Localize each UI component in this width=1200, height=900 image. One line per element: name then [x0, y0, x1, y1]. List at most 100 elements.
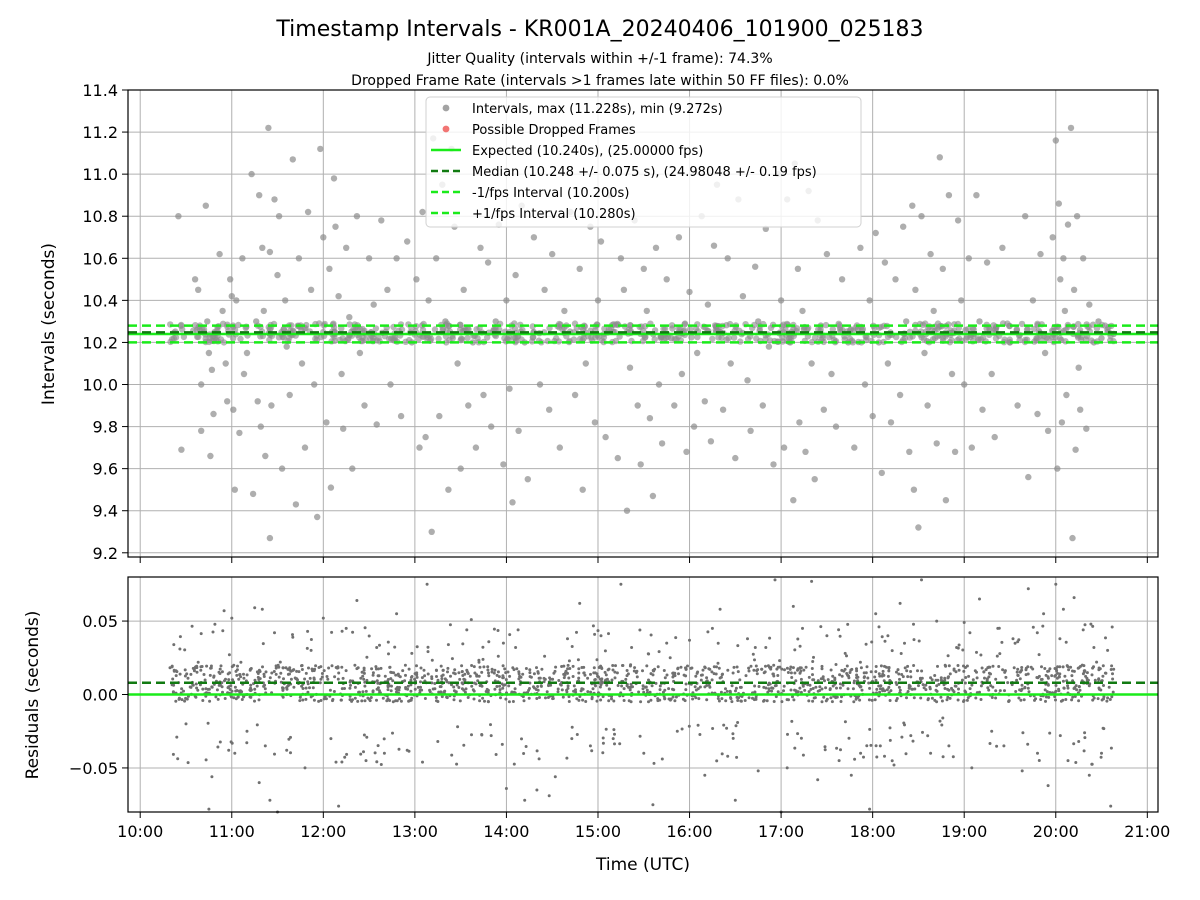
residuals-y-tick-label: −0.05	[69, 759, 118, 778]
interval-point	[671, 402, 678, 409]
interval-point	[262, 452, 269, 460]
residual-point	[898, 688, 902, 692]
interval-point	[1044, 427, 1052, 434]
residual-point	[937, 682, 941, 686]
interval-point	[777, 297, 785, 304]
residual-point	[906, 675, 910, 679]
interval-point	[634, 402, 641, 409]
residual-point	[485, 687, 489, 691]
interval-point	[230, 406, 237, 413]
interval-point	[600, 334, 608, 341]
residual-point	[425, 582, 429, 586]
residual-point	[699, 678, 703, 682]
interval-point	[216, 250, 223, 258]
residual-point	[793, 648, 797, 652]
residual-point	[1063, 674, 1067, 678]
residual-point	[1058, 672, 1062, 676]
residual-point	[1026, 587, 1030, 591]
residual-point	[1013, 641, 1017, 645]
interval-point	[304, 208, 312, 216]
residual-point	[577, 667, 581, 671]
residual-point	[388, 665, 392, 669]
residual-point	[1091, 624, 1095, 628]
residual-point	[406, 684, 410, 688]
interval-point	[739, 293, 747, 300]
interval-point	[878, 469, 885, 477]
residual-point	[974, 696, 978, 700]
interval-point	[718, 334, 725, 341]
interval-point	[1075, 364, 1082, 371]
residual-point	[257, 678, 261, 681]
residual-point	[1096, 697, 1100, 701]
interval-point	[191, 276, 199, 283]
residual-point	[391, 679, 395, 683]
x-tick-label: 11:00	[209, 822, 255, 841]
interval-point	[419, 208, 426, 216]
residual-point	[926, 734, 930, 738]
residual-point	[1037, 759, 1041, 762]
interval-point	[433, 255, 440, 262]
residual-point	[480, 684, 484, 688]
residual-point	[886, 674, 890, 678]
residual-point	[733, 798, 737, 802]
residual-point	[191, 666, 195, 670]
interval-point	[240, 370, 248, 378]
residual-point	[356, 699, 360, 703]
residual-point	[487, 674, 491, 678]
residual-point	[353, 696, 357, 700]
residual-point	[426, 645, 430, 649]
interval-point	[704, 301, 712, 308]
residual-point	[904, 752, 908, 756]
interval-point	[658, 440, 666, 447]
residual-point	[330, 630, 334, 634]
residual-point	[978, 597, 981, 601]
residual-point	[996, 626, 1000, 630]
residual-point	[990, 729, 994, 733]
residual-point	[210, 685, 214, 689]
interval-point	[289, 156, 296, 163]
residual-point	[874, 744, 878, 748]
residual-point	[807, 699, 811, 703]
residual-point	[918, 676, 922, 680]
interval-point	[683, 448, 690, 455]
residual-point	[537, 676, 541, 680]
residual-point	[1058, 665, 1062, 669]
intervals-y-tick-label: 11.2	[82, 123, 118, 142]
residual-point	[322, 669, 326, 673]
residual-point	[988, 665, 992, 669]
residual-point	[212, 675, 216, 679]
residual-point	[255, 684, 259, 688]
residual-point	[1064, 640, 1068, 644]
residual-point	[968, 631, 972, 635]
residual-point	[195, 670, 199, 674]
interval-point	[921, 349, 928, 357]
residual-point	[1039, 678, 1043, 681]
residual-point	[793, 688, 797, 692]
residual-point	[838, 682, 842, 686]
residual-point	[994, 677, 998, 681]
residual-point	[718, 607, 722, 611]
residual-point	[419, 680, 422, 684]
interval-point	[1061, 307, 1069, 315]
chart-subtitle-dropped: Dropped Frame Rate (intervals >1 frames …	[351, 73, 849, 89]
residual-point	[535, 749, 539, 753]
residual-point	[966, 696, 970, 700]
residual-point	[1075, 688, 1079, 692]
residual-point	[1083, 623, 1087, 627]
residual-point	[534, 688, 538, 691]
interval-point	[428, 335, 435, 343]
residual-point	[296, 678, 299, 682]
x-tick-label: 16:00	[666, 822, 712, 841]
residual-point	[452, 671, 456, 675]
residual-point	[300, 668, 304, 671]
residual-point	[498, 688, 502, 692]
legend-box	[425, 96, 862, 228]
residual-point	[730, 700, 734, 704]
interval-point	[591, 419, 599, 426]
interval-point	[335, 293, 342, 300]
residual-point	[379, 763, 383, 766]
interval-point	[1095, 318, 1102, 325]
residual-point	[919, 696, 923, 700]
residual-point	[1070, 698, 1074, 702]
interval-point	[872, 229, 879, 237]
